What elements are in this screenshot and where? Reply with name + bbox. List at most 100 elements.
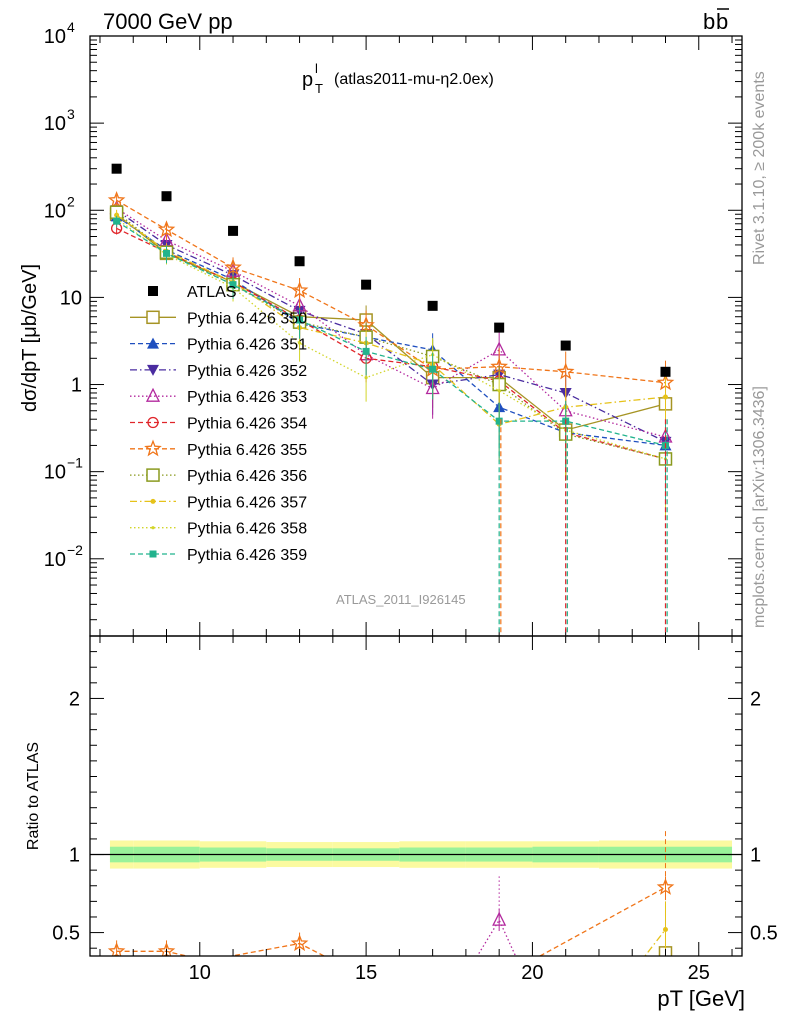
data-point [290,281,309,299]
atlas-point [494,322,505,333]
data-point [224,258,242,276]
ratio-point [492,911,507,926]
x-tick-label: 10 [189,962,211,984]
legend-label: Pythia 6.426 353 [187,389,307,406]
y-tick-exponent: 4 [67,19,75,35]
legend-label: Pythia 6.426 352 [187,363,307,380]
series-line [116,215,666,447]
series-line [116,220,666,447]
y-tick-exponent: 3 [67,106,75,122]
legend-marker [146,468,160,482]
y-tick-exponent: −2 [67,542,83,558]
y-tick-label: 10 [44,549,66,571]
atlas-point [161,191,172,202]
legend-item-7: Pythia 6.426 356 [130,468,307,485]
data-point [296,316,304,324]
legend-label: ATLAS [187,284,237,301]
ratio-point [290,934,309,952]
atlas-point [228,225,239,236]
ratio-frame [89,635,743,957]
legend-marker [148,286,158,296]
y-tick-label: 10 [44,26,66,48]
legend-item-8: Pythia 6.426 357 [130,494,307,511]
y-tick-label: 10 [44,200,66,222]
series-line [116,211,666,460]
x-tick-label: 15 [355,962,377,984]
ratio-line [116,942,326,956]
legend-marker [145,387,161,402]
ratio-y-label: Ratio to ATLAS [25,742,42,850]
ratio-Pythia-6.426-355 [107,932,326,956]
legend-label: Pythia 6.426 355 [187,442,307,459]
legend-label: Pythia 6.426 350 [187,310,307,327]
ratio-y-tick-label-right: 1 [750,845,761,867]
watermark: ATLAS_2011_I926145 [336,592,466,607]
y-tick-label: 10 [44,113,66,135]
header-right-bar: b [716,9,728,34]
y-axis-label: dσ/dpT [μb/GeV] [19,264,41,412]
legend-label: Pythia 6.426 357 [187,494,307,511]
legend-marker [151,526,155,530]
y-tick-exponent: 2 [67,193,75,209]
atlas-point [660,366,671,377]
ratio-line [476,918,517,956]
ratio-panel: 0.5 0.5 1 1 2 2 10 15 20 25 Ratio to ATLAS pT [GeV] [25,635,778,1011]
title-sub: T [315,81,323,96]
legend-item-1: Pythia 6.426 350 [130,310,307,327]
legend-label: Pythia 6.426 359 [187,547,307,564]
atlas-point [560,340,571,351]
title-sup: l [315,61,318,76]
x-tick-label: 20 [521,962,543,984]
ratio-Pythia-6.426-357 [644,918,668,956]
legend-marker [147,337,159,349]
header-left: 7000 GeV pp [103,9,233,34]
legend: ATLAS Pythia 6.426 350 Pythia 6.426 351 Pyt… [130,284,307,564]
legend-label: Pythia 6.426 351 [187,337,307,354]
header-right-main: b [703,9,715,34]
y-tick-label: 10 [44,462,66,484]
ratio-line [538,886,666,956]
ratio-y-tick-label-right: 2 [750,688,761,710]
ratio-bands [90,840,742,869]
ratio-y-tick-label: 2 [69,688,80,710]
ratio-y-tick-label: 0.5 [52,923,80,945]
atlas-data [111,163,671,377]
data-point [556,362,575,380]
data-point [497,389,501,393]
legend-item-10: Pythia 6.426 359 [130,547,307,564]
atlas-point [361,279,372,290]
data-point [362,347,370,355]
data-point [229,281,237,289]
upper-panel: plT (atlas2011-mu-η2.0ex) ATLAS_2011_I9261… [19,19,743,637]
side-label-mcplots: mcplots.cern.ch [arXiv:1306.3436] [751,386,768,628]
y-tick-label: 1 [71,375,82,397]
ratio-y-tick-label: 1 [69,845,80,867]
legend-item-0: ATLAS [148,284,237,301]
header-right: b b [703,8,729,34]
y-tick-label: 10 [60,287,82,309]
x-axis-label: pT [GeV] [657,986,745,1011]
legend-marker [147,364,159,376]
title-note: (atlas2011-mu-η2.0ex) [334,71,494,88]
legend-item-3: Pythia 6.426 352 [130,363,307,380]
data-point [429,365,437,373]
legend-label: Pythia 6.426 354 [187,416,307,433]
atlas-point [294,256,305,267]
legend-item-4: Pythia 6.426 353 [130,387,307,406]
ratio-point [107,942,126,956]
legend-label: Pythia 6.426 356 [187,468,307,485]
side-label-rivet: Rivet 3.1.10, ≥ 200k events [751,71,768,265]
atlas-point [427,300,438,311]
legend-marker [147,416,159,429]
series-359 [113,215,669,505]
legend-item-9: Pythia 6.426 358 [130,521,307,538]
legend-marker [149,550,157,558]
legend-marker [146,310,160,325]
data-point [364,376,368,380]
data-point [157,220,176,238]
ratio-y-tick-label-right: 0.5 [750,923,778,945]
legend-marker [150,498,156,504]
data-point [662,394,668,400]
data-point [163,249,171,257]
